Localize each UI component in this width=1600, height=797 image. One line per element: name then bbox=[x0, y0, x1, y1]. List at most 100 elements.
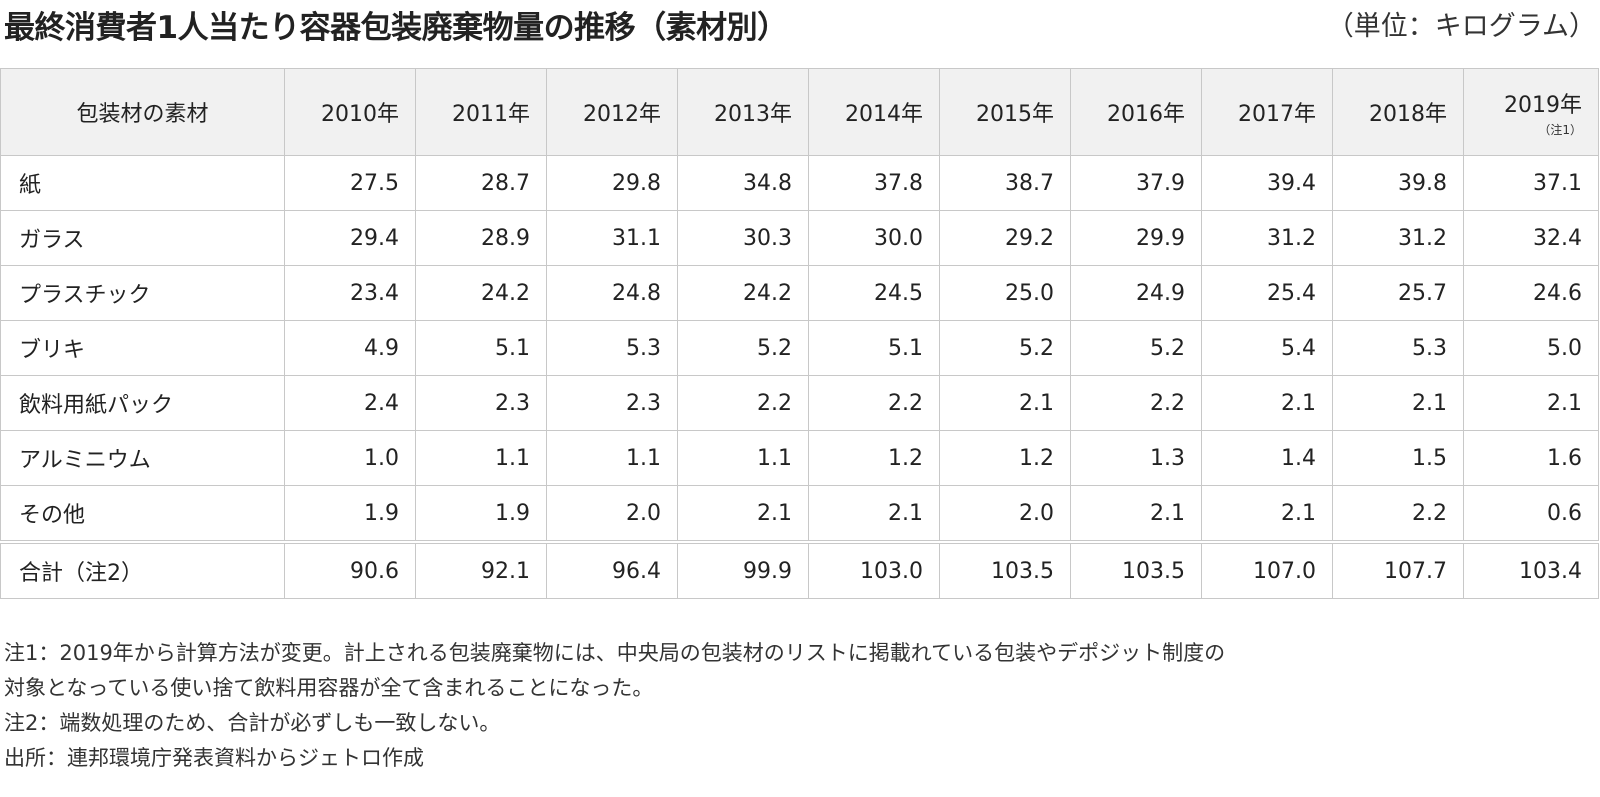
value-cell: 90.6 bbox=[284, 540, 416, 599]
year-header: 2018年 bbox=[1332, 68, 1464, 156]
value-cell: 2.0 bbox=[939, 485, 1071, 543]
value-cell: 25.7 bbox=[1332, 265, 1464, 321]
value-cell: 2.1 bbox=[1201, 375, 1333, 431]
source-note: 出所：連邦環境庁発表資料からジェトロ作成 bbox=[4, 746, 424, 770]
table-row: プラスチック 23.4 24.2 24.8 24.2 24.5 25.0 24.9 25.4 25… bbox=[0, 265, 1599, 321]
page-title: 最終消費者1人当たり容器包装廃棄物量の推移（素材別） bbox=[4, 10, 788, 46]
value-cell: 5.1 bbox=[808, 320, 940, 376]
value-cell: 2.2 bbox=[1332, 485, 1464, 543]
value-cell: 29.9 bbox=[1070, 210, 1202, 266]
value-cell: 38.7 bbox=[939, 155, 1071, 211]
notes: 注1：2019年から計算方法が変更。計上される包装廃棄物には、中央局の包装材のリ… bbox=[4, 636, 1594, 776]
value-cell: 30.3 bbox=[677, 210, 809, 266]
value-cell: 24.5 bbox=[808, 265, 940, 321]
year-header: 2012年 bbox=[546, 68, 678, 156]
value-cell: 24.8 bbox=[546, 265, 678, 321]
total-row: 合計（注2） 90.6 92.1 96.4 99.9 103.0 103.5 103.5 107… bbox=[0, 540, 1599, 599]
value-cell: 1.2 bbox=[939, 430, 1071, 486]
value-cell: 2.0 bbox=[546, 485, 678, 543]
value-cell: 2.1 bbox=[939, 375, 1071, 431]
table-row: その他 1.9 1.9 2.0 2.1 2.1 2.0 2.1 2.1 2.2 0.6 bbox=[0, 485, 1599, 543]
value-cell: 5.0 bbox=[1463, 320, 1599, 376]
year-note: （注1） bbox=[1538, 122, 1582, 137]
value-cell: 37.9 bbox=[1070, 155, 1202, 211]
material-cell: アルミニウム bbox=[0, 430, 285, 486]
value-cell: 2.1 bbox=[1201, 485, 1333, 543]
table-row: 飲料用紙パック 2.4 2.3 2.3 2.2 2.2 2.1 2.2 2.1 2.1 2.1 bbox=[0, 375, 1599, 431]
value-cell: 96.4 bbox=[546, 540, 678, 599]
value-cell: 1.9 bbox=[415, 485, 547, 543]
year-label: 2012年 bbox=[583, 102, 661, 127]
year-header: 2019年 （注1） bbox=[1463, 68, 1599, 156]
value-cell: 1.1 bbox=[415, 430, 547, 486]
value-cell: 1.1 bbox=[546, 430, 678, 486]
value-cell: 2.3 bbox=[415, 375, 547, 431]
material-cell: その他 bbox=[0, 485, 285, 543]
value-cell: 107.0 bbox=[1201, 540, 1333, 599]
year-header: 2011年 bbox=[415, 68, 547, 156]
year-header: 2010年 bbox=[284, 68, 416, 156]
value-cell: 37.8 bbox=[808, 155, 940, 211]
value-cell: 24.2 bbox=[415, 265, 547, 321]
value-cell: 2.3 bbox=[546, 375, 678, 431]
value-cell: 28.9 bbox=[415, 210, 547, 266]
table-row: ガラス 29.4 28.9 31.1 30.3 30.0 29.2 29.9 31.2 31.2 3… bbox=[0, 210, 1599, 266]
value-cell: 32.4 bbox=[1463, 210, 1599, 266]
value-cell: 103.4 bbox=[1463, 540, 1599, 599]
value-cell: 30.0 bbox=[808, 210, 940, 266]
value-cell: 5.3 bbox=[546, 320, 678, 376]
value-cell: 1.3 bbox=[1070, 430, 1202, 486]
note-1-continued: 対象となっている使い捨て飲料用容器が全て含まれることになった。 bbox=[4, 676, 654, 700]
value-cell: 1.5 bbox=[1332, 430, 1464, 486]
year-label: 2015年 bbox=[976, 102, 1054, 127]
data-table: 包装材の素材 2010年 2011年 2012年 2013年 2014年 201… bbox=[0, 68, 1599, 599]
value-cell: 2.1 bbox=[677, 485, 809, 543]
header: 最終消費者1人当たり容器包装廃棄物量の推移（素材別） （単位：キログラム） bbox=[0, 0, 1600, 46]
value-cell: 5.4 bbox=[1201, 320, 1333, 376]
material-cell: ブリキ bbox=[0, 320, 285, 376]
value-cell: 25.4 bbox=[1201, 265, 1333, 321]
material-cell: 紙 bbox=[0, 155, 285, 211]
material-column-header: 包装材の素材 bbox=[0, 68, 285, 156]
value-cell: 31.2 bbox=[1201, 210, 1333, 266]
year-header: 2015年 bbox=[939, 68, 1071, 156]
value-cell: 23.4 bbox=[284, 265, 416, 321]
value-cell: 103.5 bbox=[939, 540, 1071, 599]
value-cell: 27.5 bbox=[284, 155, 416, 211]
value-cell: 1.6 bbox=[1463, 430, 1599, 486]
value-cell: 24.6 bbox=[1463, 265, 1599, 321]
value-cell: 2.2 bbox=[677, 375, 809, 431]
value-cell: 1.1 bbox=[677, 430, 809, 486]
value-cell: 5.1 bbox=[415, 320, 547, 376]
value-cell: 31.1 bbox=[546, 210, 678, 266]
value-cell: 1.4 bbox=[1201, 430, 1333, 486]
material-cell: プラスチック bbox=[0, 265, 285, 321]
value-cell: 2.2 bbox=[808, 375, 940, 431]
year-label: 2013年 bbox=[714, 102, 792, 127]
value-cell: 2.1 bbox=[1463, 375, 1599, 431]
value-cell: 2.1 bbox=[808, 485, 940, 543]
value-cell: 0.6 bbox=[1463, 485, 1599, 543]
year-label: 2016年 bbox=[1107, 102, 1185, 127]
value-cell: 1.0 bbox=[284, 430, 416, 486]
value-cell: 5.2 bbox=[1070, 320, 1202, 376]
unit-label: （単位：キログラム） bbox=[1326, 11, 1596, 42]
value-cell: 99.9 bbox=[677, 540, 809, 599]
note-1: 注1：2019年から計算方法が変更。計上される包装廃棄物には、中央局の包装材のリ… bbox=[4, 641, 1226, 665]
year-header: 2017年 bbox=[1201, 68, 1333, 156]
table-row: ブリキ 4.9 5.1 5.3 5.2 5.1 5.2 5.2 5.4 5.3 5.0 bbox=[0, 320, 1599, 376]
material-cell: 飲料用紙パック bbox=[0, 375, 285, 431]
value-cell: 39.4 bbox=[1201, 155, 1333, 211]
value-cell: 103.5 bbox=[1070, 540, 1202, 599]
table-row: 紙 27.5 28.7 29.8 34.8 37.8 38.7 37.9 39.4 39.8 37.… bbox=[0, 155, 1599, 211]
header-row: 包装材の素材 2010年 2011年 2012年 2013年 2014年 201… bbox=[0, 68, 1599, 156]
value-cell: 34.8 bbox=[677, 155, 809, 211]
value-cell: 103.0 bbox=[808, 540, 940, 599]
year-label: 2019年 bbox=[1504, 92, 1582, 118]
value-cell: 25.0 bbox=[939, 265, 1071, 321]
value-cell: 4.9 bbox=[284, 320, 416, 376]
year-header: 2016年 bbox=[1070, 68, 1202, 156]
table-row: アルミニウム 1.0 1.1 1.1 1.1 1.2 1.2 1.3 1.4 1.5 1.6 bbox=[0, 430, 1599, 486]
value-cell: 24.2 bbox=[677, 265, 809, 321]
